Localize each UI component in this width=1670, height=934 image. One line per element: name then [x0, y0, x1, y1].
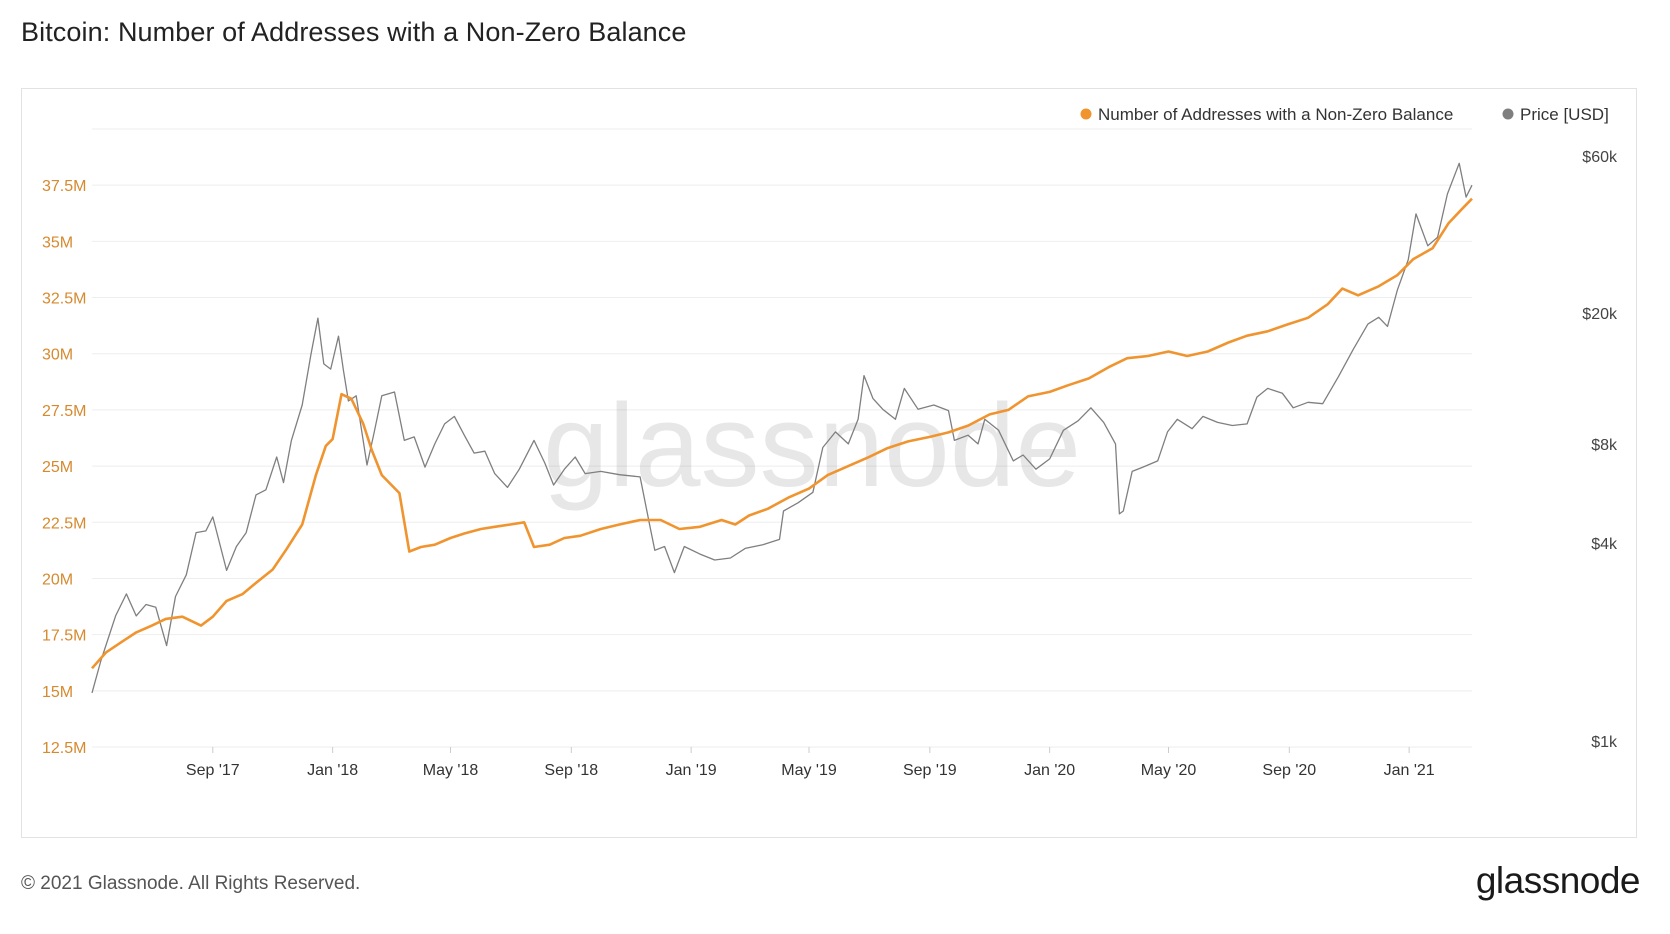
y-left-tick-label: 25M	[42, 459, 73, 476]
y-left-tick-label: 35M	[42, 234, 73, 251]
y-axis-left: 12.5M 15M 17.5M 20M 22.5M 25M 27.5M 30M 32.5M 35M…	[42, 178, 86, 757]
price-series-line	[91, 162, 1473, 694]
y-right-tick-label: $8k	[1591, 437, 1618, 454]
x-tick-label: Sep '18	[544, 762, 598, 779]
y-right-tick-label: $60k	[1582, 149, 1618, 166]
legend-item-price[interactable]: Price [USD]	[1502, 105, 1609, 124]
legend-label: Price [USD]	[1520, 105, 1609, 124]
x-tick-label: May '19	[781, 762, 837, 779]
addresses-series-line	[91, 197, 1473, 670]
y-left-tick-label: 32.5M	[42, 291, 86, 308]
y-left-tick-label: 22.5M	[42, 515, 86, 532]
x-tick-label: Jan '21	[1384, 762, 1435, 779]
legend-dot	[1502, 108, 1514, 120]
glassnode-logo[interactable]: glassnode	[1475, 860, 1641, 901]
y-left-tick-label: 30M	[42, 347, 73, 364]
y-left-tick-label: 17.5M	[42, 628, 86, 645]
legend-dot	[1080, 108, 1092, 120]
x-tick-label: Jan '20	[1024, 762, 1075, 779]
x-tick-label: Jan '19	[666, 762, 717, 779]
x-axis: Sep '17 Jan '18 May '18 Sep '18 Jan '19 May '…	[186, 747, 1435, 779]
x-tick-label: Jan '18	[307, 762, 358, 779]
chart-frame: glassnode 12.5M 15M 17.5M 20M 22.5M 25M 27.5M 3…	[21, 88, 1637, 838]
x-tick-label: Sep '17	[186, 762, 240, 779]
y-left-tick-label: 20M	[42, 571, 73, 588]
legend-item-addresses[interactable]: Number of Addresses with a Non-Zero Bala…	[1080, 105, 1454, 124]
y-left-tick-label: 27.5M	[42, 403, 86, 420]
y-right-tick-label: $20k	[1582, 306, 1618, 323]
legend[interactable]: Number of Addresses with a Non-Zero Bala…	[1080, 105, 1609, 124]
x-tick-label: Sep '19	[903, 762, 957, 779]
y-axis-right: $1k $4k $8k $20k $60k	[1582, 149, 1618, 751]
series-layer	[91, 162, 1473, 694]
page-title: Bitcoin: Number of Addresses with a Non-…	[21, 17, 687, 47]
watermark: glassnode	[543, 380, 1081, 512]
y-right-tick-label: $1k	[1591, 734, 1618, 751]
y-left-tick-label: 15M	[42, 684, 73, 701]
legend-label: Number of Addresses with a Non-Zero Bala…	[1098, 105, 1453, 124]
copyright-text: © 2021 Glassnode. All Rights Reserved.	[21, 873, 361, 894]
y-left-tick-label: 12.5M	[42, 740, 86, 757]
y-right-tick-label: $4k	[1591, 536, 1618, 553]
chart: glassnode 12.5M 15M 17.5M 20M 22.5M 25M 27.5M 3…	[42, 105, 1618, 779]
y-left-tick-label: 37.5M	[42, 178, 86, 195]
x-tick-label: May '18	[423, 762, 479, 779]
x-tick-label: May '20	[1141, 762, 1197, 779]
x-tick-label: Sep '20	[1262, 762, 1316, 779]
